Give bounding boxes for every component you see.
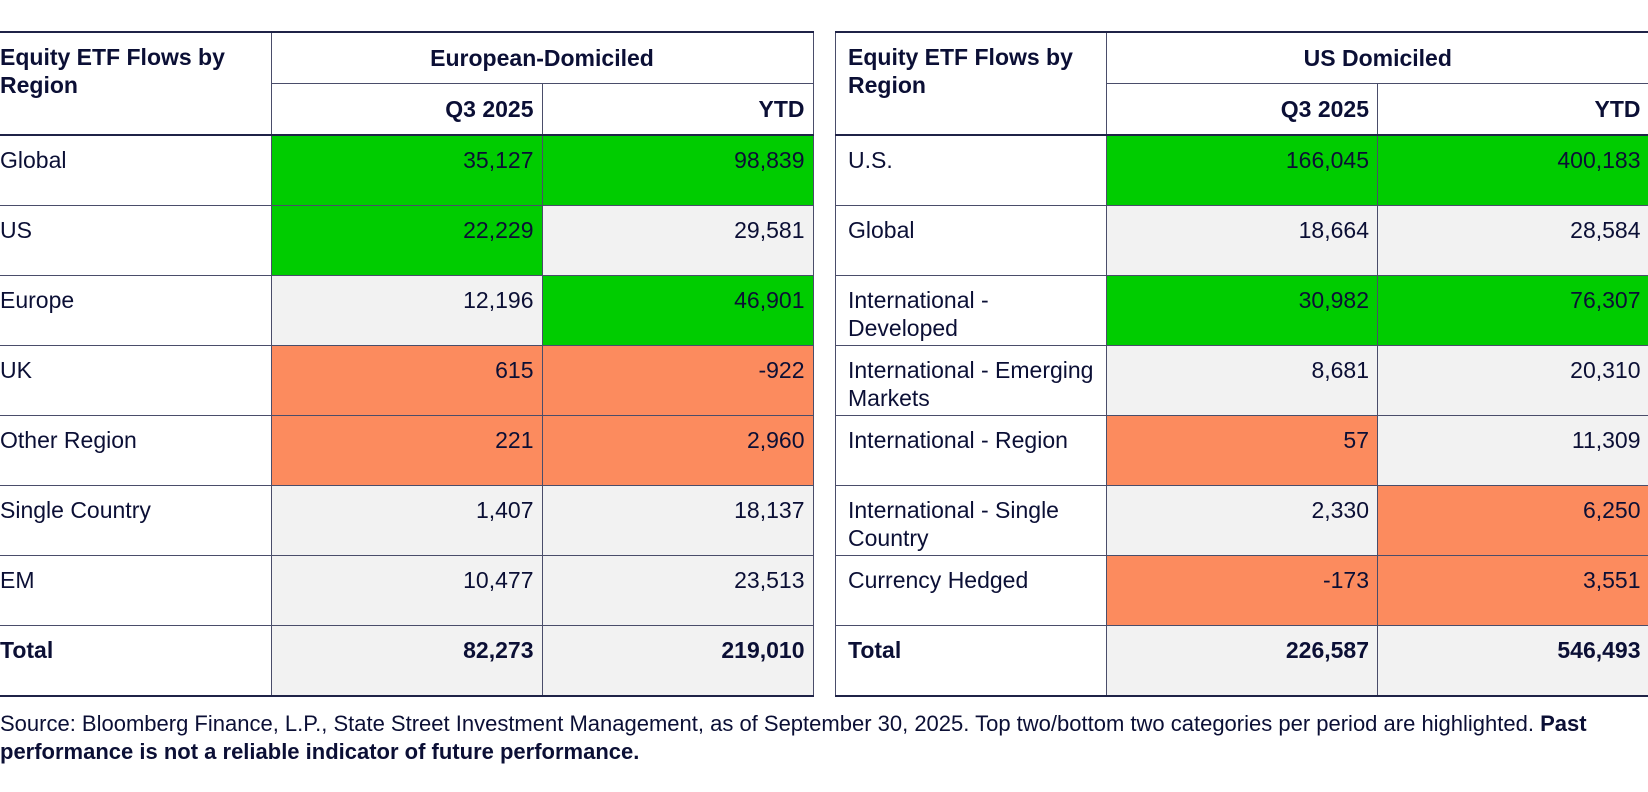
source-footnote: Source: Bloomberg Finance, L.P., State S… — [0, 710, 1640, 766]
row-label: US — [0, 205, 272, 276]
q3-value-cell: 12,196 — [270, 275, 543, 346]
q3-value-cell: 18,664 — [1106, 205, 1378, 276]
source-text: Source: Bloomberg Finance, L.P., State S… — [0, 711, 1534, 736]
table-row: US 22,229 29,581 — [0, 205, 814, 276]
table-row: Europe 12,196 46,901 — [0, 275, 814, 346]
column-header-q3: Q3 2025 — [1106, 83, 1378, 136]
column-header-ytd: YTD — [541, 83, 814, 136]
q3-value-cell: 57 — [1106, 415, 1378, 486]
row-label: Currency Hedged — [835, 555, 1107, 626]
row-label: Global — [0, 134, 272, 206]
q3-value-cell: -173 — [1106, 555, 1378, 626]
ytd-value-cell: 400,183 — [1376, 134, 1648, 206]
q3-value-cell: 2,330 — [1106, 485, 1378, 556]
q3-value-cell: 221 — [270, 415, 543, 486]
table-row: UK 615 -922 — [0, 345, 814, 416]
european-domiciled-table: Equity ETF Flows by Region European-Domi… — [0, 31, 814, 697]
row-label: EM — [0, 555, 272, 626]
column-header-q3: Q3 2025 — [270, 83, 543, 136]
q3-value-cell: 82,273 — [270, 625, 543, 697]
ytd-value-cell: 546,493 — [1376, 625, 1648, 697]
ytd-value-cell: 28,584 — [1376, 205, 1648, 276]
ytd-value-cell: 76,307 — [1376, 275, 1648, 346]
row-label: Europe — [0, 275, 272, 346]
table-row: Other Region 221 2,960 — [0, 415, 814, 486]
ytd-value-cell: 20,310 — [1376, 345, 1648, 416]
ytd-value-cell: 11,309 — [1376, 415, 1648, 486]
q3-value-cell: 10,477 — [270, 555, 543, 626]
q3-value-cell: 615 — [270, 345, 543, 416]
row-label: UK — [0, 345, 272, 416]
table-row: Global 18,664 28,584 — [835, 205, 1648, 276]
q3-value-cell: 22,229 — [270, 205, 543, 276]
ytd-value-cell: 46,901 — [541, 275, 814, 346]
table-row: EM 10,477 23,513 — [0, 555, 814, 626]
ytd-value-cell: 29,581 — [541, 205, 814, 276]
us-domiciled-table: Equity ETF Flows by Region US Domiciled … — [835, 31, 1648, 697]
row-label: Global — [835, 205, 1107, 276]
disclaimer-text: Past performance is not a reliable indic… — [0, 711, 1587, 764]
ytd-value-cell: 18,137 — [541, 485, 814, 556]
row-label: U.S. — [835, 134, 1107, 206]
row-label: International - Developed — [835, 275, 1107, 346]
ytd-value-cell: 219,010 — [541, 625, 814, 697]
ytd-value-cell: 98,839 — [541, 134, 814, 206]
q3-value-cell: 8,681 — [1106, 345, 1378, 416]
q3-value-cell: 30,982 — [1106, 275, 1378, 346]
total-row: Total 82,273 219,010 — [0, 625, 814, 697]
total-row: Total 226,587 546,493 — [835, 625, 1648, 697]
table-row: International - Single Country 2,330 6,250 — [835, 485, 1648, 556]
table-body: Global 35,127 98,839 US 22,229 29,581 Europe 12… — [0, 134, 814, 697]
column-header-ytd: YTD — [1376, 83, 1648, 136]
ytd-value-cell: 6,250 — [1376, 485, 1648, 556]
group-header: European-Domiciled — [270, 31, 814, 84]
table-row: International - Developed 30,982 76,307 — [835, 275, 1648, 346]
ytd-value-cell: 3,551 — [1376, 555, 1648, 626]
row-label: International - Region — [835, 415, 1107, 486]
row-label: Other Region — [0, 415, 272, 486]
row-label: Single Country — [0, 485, 272, 556]
ytd-value-cell: -922 — [541, 345, 814, 416]
table-row: U.S. 166,045 400,183 — [835, 134, 1648, 206]
q3-value-cell: 1,407 — [270, 485, 543, 556]
table-title: Equity ETF Flows by Region — [0, 31, 272, 136]
group-header: US Domiciled — [1105, 31, 1648, 84]
ytd-value-cell: 2,960 — [541, 415, 814, 486]
row-label: International - Single Country — [835, 485, 1107, 556]
table-row: International - Emerging Markets 8,681 20,… — [835, 345, 1648, 416]
table-body: U.S. 166,045 400,183 Global 18,664 28,584 Inte… — [835, 134, 1648, 697]
table-title: Equity ETF Flows by Region — [835, 31, 1107, 136]
q3-value-cell: 35,127 — [270, 134, 543, 206]
ytd-value-cell: 23,513 — [541, 555, 814, 626]
q3-value-cell: 166,045 — [1106, 134, 1378, 206]
table-row: Single Country 1,407 18,137 — [0, 485, 814, 556]
q3-value-cell: 226,587 — [1106, 625, 1378, 697]
row-label: International - Emerging Markets — [835, 345, 1107, 416]
table-row: International - Region 57 11,309 — [835, 415, 1648, 486]
table-row: Global 35,127 98,839 — [0, 134, 814, 206]
table-row: Currency Hedged -173 3,551 — [835, 555, 1648, 626]
row-label: Total — [835, 625, 1107, 697]
row-label: Total — [0, 625, 272, 697]
